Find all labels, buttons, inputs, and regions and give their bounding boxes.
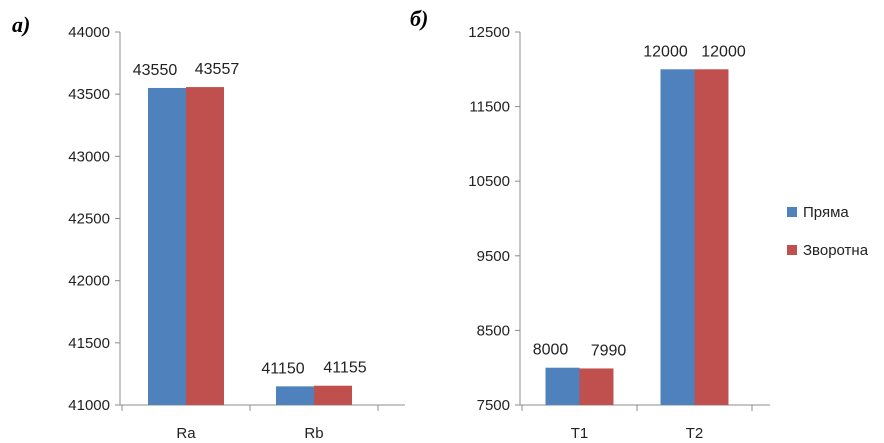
legend-swatch-zvorotna [787, 245, 797, 255]
y-tick-label-a-6: 44000 [68, 24, 110, 41]
x-category-label-a-0: Ra [176, 425, 196, 442]
bar-a-ra-s0 [148, 87, 186, 405]
chart-panel-a: а) 41000 41500 42000 42500 43000 43500 44000 435… [12, 12, 405, 442]
legend-swatch-prama [787, 207, 797, 217]
y-tick-label-b-4: 11500 [469, 99, 510, 116]
y-tick-label-a-5: 43500 [68, 86, 110, 103]
x-category-label-b-1: T2 [686, 425, 704, 442]
bar-b-t1-s0 [545, 367, 580, 405]
data-label-b-t2-s0: 12000 [643, 43, 688, 60]
data-label-b-t1-s1: 7990 [591, 342, 627, 359]
y-tick-label-a-4: 43000 [68, 148, 110, 165]
x-category-label-a-1: Rb [304, 425, 323, 442]
bar-b-t2-s0 [660, 69, 695, 406]
data-label-a-rb-s0: 41150 [261, 360, 304, 377]
x-category-label-b-0: T1 [571, 425, 589, 442]
data-label-b-t2-s1: 12000 [701, 43, 746, 60]
chart-legend: Пряма Зворотна [787, 204, 869, 259]
data-label-a-rb-s1: 41155 [323, 360, 366, 377]
y-tick-label-b-1: 8500 [477, 322, 510, 339]
legend-label-prama: Пряма [803, 204, 849, 221]
bar-b-t1-s1 [579, 368, 614, 405]
data-label-b-t1-s0: 8000 [533, 342, 569, 359]
chart-panel-b: б) 7500 8500 9500 10500 11500 12500 8000 7990 T1 1… [410, 6, 770, 442]
data-label-a-ra-s1: 43557 [195, 61, 240, 78]
data-label-a-ra-s0: 43550 [133, 62, 178, 79]
y-tick-label-a-0: 41000 [68, 397, 110, 414]
bar-b-t2-s1 [694, 69, 729, 406]
panel-label-a: а) [12, 12, 30, 37]
y-tick-label-b-5: 12500 [468, 24, 510, 41]
y-tick-label-b-2: 9500 [477, 248, 510, 265]
y-tick-label-a-1: 41500 [68, 335, 110, 352]
panel-label-b: б) [410, 6, 428, 31]
legend-label-zvorotna: Зворотна [803, 242, 869, 259]
bar-a-ra-s1 [186, 87, 224, 406]
y-tick-label-b-3: 10500 [468, 173, 510, 190]
bar-a-rb-s1 [314, 385, 352, 405]
y-tick-label-b-0: 7500 [477, 397, 510, 414]
y-tick-label-a-2: 42000 [68, 273, 110, 290]
y-tick-label-a-3: 42500 [68, 211, 110, 228]
bar-a-rb-s0 [276, 386, 314, 405]
